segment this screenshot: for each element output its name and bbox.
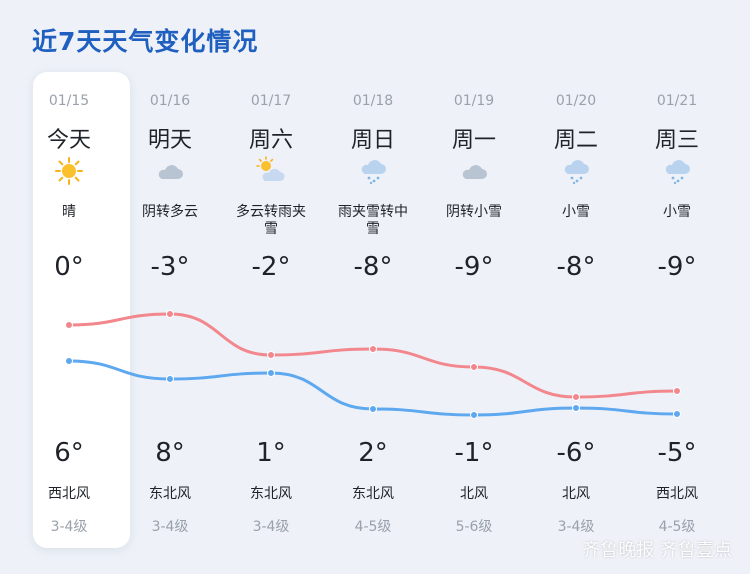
wind-level: 3-4级 — [151, 519, 189, 535]
date-label: 01/15 — [48, 93, 90, 109]
wind-direction: 北风 — [562, 486, 590, 502]
high-temp-point-5 — [572, 393, 580, 401]
high-temp-point-1 — [166, 310, 174, 318]
low-temp: -6° — [556, 438, 596, 468]
high-temp-point-2 — [267, 351, 275, 359]
wind-level: 4-5级 — [658, 519, 696, 535]
wind-direction: 北风 — [460, 486, 488, 502]
wind-level: 5-6级 — [455, 519, 493, 535]
sun-icon — [54, 156, 84, 186]
date-label: 01/16 — [149, 93, 191, 109]
high-temp-point-6 — [673, 387, 681, 395]
date-label: 01/21 — [656, 93, 698, 109]
high-temp: -8° — [353, 252, 393, 282]
high-temp: -3° — [150, 252, 190, 282]
low-temp-point-0 — [65, 357, 73, 365]
condition-text: 雨夹雪转中雪 — [338, 204, 408, 237]
day-label: 明天 — [147, 128, 192, 153]
forecast-day-6[interactable]: 01/21 周三小雪 -9° -5° 西北风 4-5级 — [627, 0, 727, 574]
high-temp: -2° — [251, 252, 291, 282]
low-temp: 8° — [155, 438, 185, 468]
wind-level: 4-5级 — [354, 519, 392, 535]
wind-direction: 东北风 — [352, 486, 394, 502]
low-temp: 6° — [54, 438, 84, 468]
wind-direction: 西北风 — [656, 486, 698, 502]
day-label: 周一 — [451, 128, 496, 153]
low-temp: -1° — [454, 438, 494, 468]
high-temp: -9° — [657, 252, 697, 282]
day-label: 周二 — [553, 128, 598, 153]
high-temp: 0° — [54, 252, 84, 282]
date-label: 01/18 — [352, 93, 394, 109]
condition-text: 晴 — [62, 204, 76, 220]
date-label: 01/19 — [453, 93, 495, 109]
condition-text: 多云转雨夹雪 — [236, 204, 306, 237]
wind-direction: 东北风 — [250, 486, 292, 502]
wind-direction: 西北风 — [48, 486, 90, 502]
sun-cloud-icon — [256, 156, 286, 186]
condition-text: 小雪 — [562, 204, 590, 220]
page-title: 近7天天气变化情况 — [32, 27, 259, 56]
forecast-day-5[interactable]: 01/20 周二小雪 -8° -6° 北风 3-4级 — [526, 0, 626, 574]
high-temp-point-4 — [470, 363, 478, 371]
cloud-icon — [155, 156, 185, 186]
forecast-day-4[interactable]: 01/19 周一阴转小雪 -9° -1° 北风 5-6级 — [424, 0, 524, 574]
forecast-day-2[interactable]: 01/17 周六多云转雨夹雪 -2° 1° 东北风 3-4级 — [221, 0, 321, 574]
high-temp-point-0 — [65, 321, 73, 329]
low-temp: 2° — [358, 438, 388, 468]
snow-cloud-icon — [561, 156, 591, 186]
low-temp: -5° — [657, 438, 697, 468]
wind-direction: 东北风 — [149, 486, 191, 502]
low-temp-point-1 — [166, 375, 174, 383]
date-label: 01/17 — [250, 93, 292, 109]
wind-level: 3-4级 — [50, 519, 88, 535]
condition-text: 阴转小雪 — [446, 204, 502, 220]
day-label: 周三 — [654, 128, 699, 153]
forecast-day-0[interactable]: 01/15 今天晴 0° 6° 西北风 3-4级 — [19, 0, 119, 574]
day-label: 周日 — [350, 128, 395, 153]
low-temp-point-5 — [572, 404, 580, 412]
low-temp-point-6 — [673, 410, 681, 418]
today-card[interactable] — [33, 72, 130, 548]
low-temp: 1° — [256, 438, 286, 468]
low-temp-point-4 — [470, 411, 478, 419]
watermark: 齐鲁晚报 齐鲁壹点 — [582, 540, 732, 561]
condition-text: 小雪 — [663, 204, 691, 220]
wind-level: 3-4级 — [557, 519, 595, 535]
high-temp-point-3 — [369, 345, 377, 353]
low-temp-point-2 — [267, 369, 275, 377]
snow-cloud-icon — [662, 156, 692, 186]
cloud-icon — [459, 156, 489, 186]
day-label: 周六 — [248, 128, 293, 153]
day-label: 今天 — [46, 128, 91, 153]
wind-level: 3-4级 — [252, 519, 290, 535]
forecast-day-1[interactable]: 01/16 明天阴转多云 -3° 8° 东北风 3-4级 — [120, 0, 220, 574]
forecast-day-3[interactable]: 01/18 周日雨夹雪转中雪 -8° 2° 东北风 4-5级 — [323, 0, 423, 574]
snow-cloud-icon — [358, 156, 388, 186]
high-temp: -9° — [454, 252, 494, 282]
condition-text: 阴转多云 — [142, 204, 198, 220]
low-temp-point-3 — [369, 405, 377, 413]
high-temp: -8° — [556, 252, 596, 282]
date-label: 01/20 — [555, 93, 597, 109]
